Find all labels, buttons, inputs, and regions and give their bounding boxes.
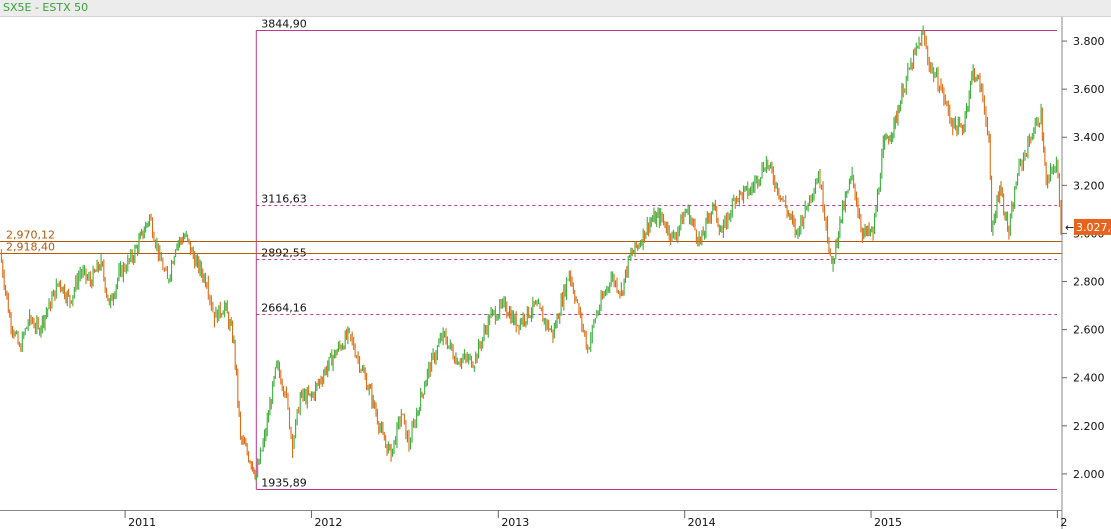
x-axis: 2011 2012 2013 2014 2015 2 xyxy=(124,510,1067,529)
current-price-tag: ← 3.027, xyxy=(1065,218,1111,235)
y-tick-label: 3.400 xyxy=(1073,131,1105,144)
fib-level-label: 1935,89 xyxy=(261,477,307,490)
price-arrow: ← xyxy=(1065,221,1074,234)
y-tick-label: 2.400 xyxy=(1073,372,1105,385)
price-series xyxy=(0,25,1062,482)
plot-area xyxy=(0,17,1062,510)
fib-level-label: 3844,90 xyxy=(261,18,307,31)
title-bar: SX5E - ESTX 50 xyxy=(0,0,1111,17)
y-tick-label: 2.800 xyxy=(1073,276,1105,289)
x-tick-label: 2 xyxy=(1060,516,1067,529)
x-tick-label: 2011 xyxy=(128,516,156,529)
y-tick-label: 3.200 xyxy=(1073,179,1105,192)
price-tag-box xyxy=(1074,218,1111,235)
chart-frame xyxy=(0,17,1063,529)
support-line-label: 2,970,12 xyxy=(6,229,55,242)
y-axis[interactable]: 2.0002.2002.4002.6002.8003.0003.2003.400… xyxy=(1062,35,1105,481)
y-tick-label: 2.600 xyxy=(1073,324,1105,337)
x-tick-label: 2015 xyxy=(874,516,902,529)
y-tick-label: 2.200 xyxy=(1073,420,1105,433)
fib-level-label: 3116,63 xyxy=(261,193,307,206)
horizontal-lines: 3844,903116,632892,552664,161935,892,970… xyxy=(0,18,1062,490)
support-line-label: 2,918,40 xyxy=(6,241,55,254)
x-tick-label: 2013 xyxy=(501,516,529,529)
x-tick-label: 2012 xyxy=(314,516,342,529)
fib-level-label: 2664,16 xyxy=(261,302,307,315)
y-tick-label: 3.600 xyxy=(1073,83,1105,96)
price-tag-label: 3.027, xyxy=(1076,221,1111,234)
x-tick-label: 2014 xyxy=(688,516,716,529)
y-tick-label: 3.800 xyxy=(1073,35,1105,48)
chart-title: SX5E - ESTX 50 xyxy=(3,1,89,14)
y-tick-label: 2.000 xyxy=(1073,468,1105,481)
